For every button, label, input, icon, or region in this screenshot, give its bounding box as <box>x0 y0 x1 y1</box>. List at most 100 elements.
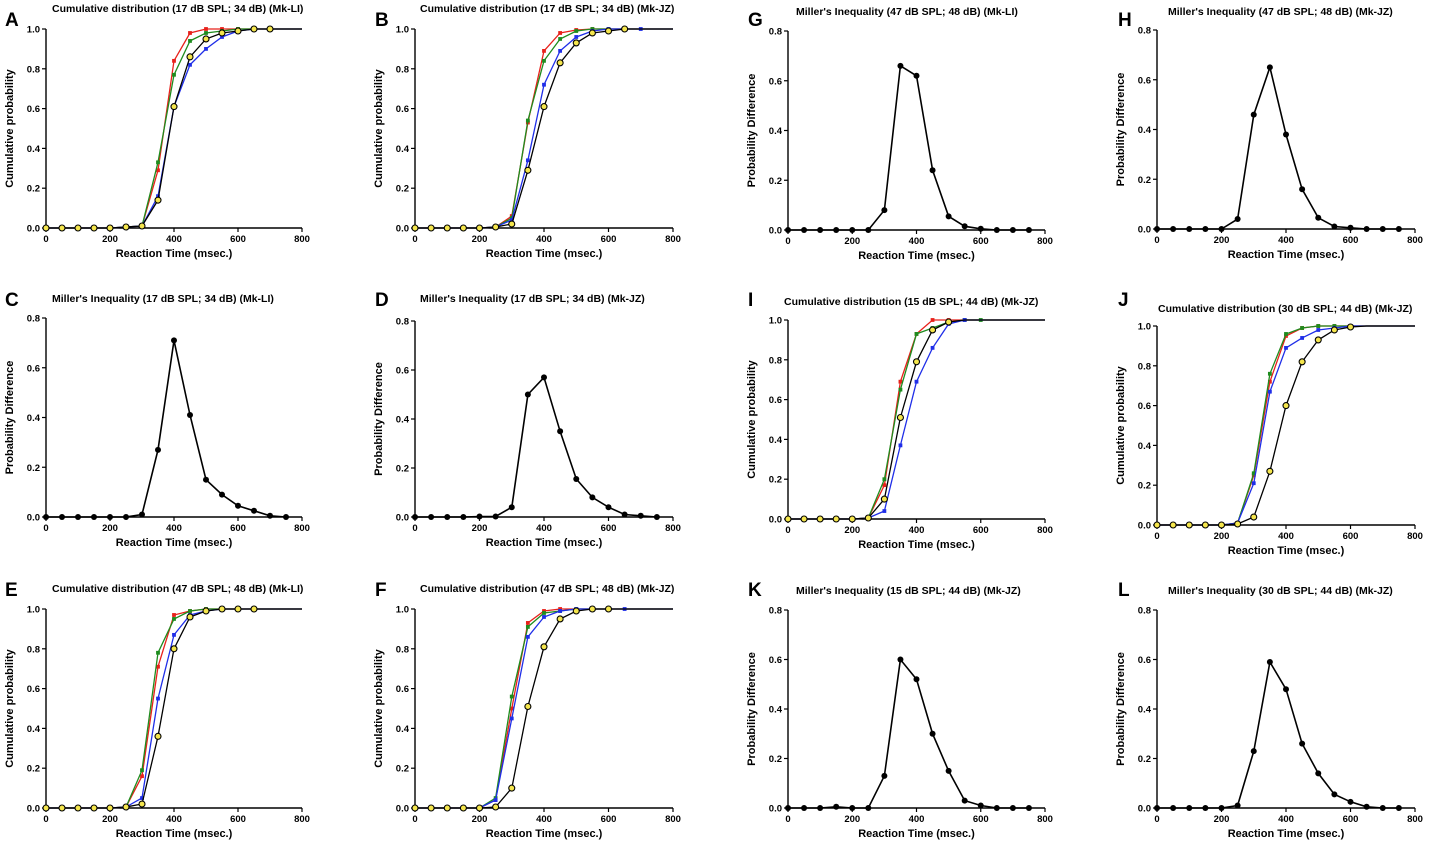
data-point-blue <box>574 35 579 39</box>
data-point-black <box>427 804 435 812</box>
data-point-green <box>558 37 563 41</box>
y-tick-label: 1.0 <box>769 316 782 327</box>
data-point-black <box>604 605 613 613</box>
y-tick-label: 0.4 <box>769 126 783 137</box>
series-line-black <box>46 28 302 229</box>
panel-letter: B <box>375 10 389 31</box>
data-point-black <box>1201 521 1209 529</box>
panel-letter: C <box>5 290 19 311</box>
y-tick-label: 0.0 <box>769 515 782 526</box>
y-tick-label: 0.2 <box>1138 754 1151 765</box>
x-tick-label: 800 <box>294 523 310 534</box>
x-tick-label: 400 <box>166 814 182 825</box>
data-point-black <box>1153 521 1161 529</box>
y-tick-label: 0.2 <box>27 764 40 775</box>
data-point-blue <box>542 82 546 87</box>
data-point-green <box>172 617 176 621</box>
x-tick-label: 600 <box>1343 814 1359 825</box>
series-line-difference <box>788 657 1029 809</box>
data-point-difference <box>929 730 936 737</box>
series-line-red <box>46 608 302 809</box>
data-point-difference <box>1299 186 1306 193</box>
data-point-difference <box>1025 227 1032 233</box>
data-point-blue <box>1284 345 1288 350</box>
y-tick-label: 0.2 <box>396 464 409 475</box>
data-point-difference <box>59 514 65 520</box>
series-line-green <box>415 608 673 809</box>
y-tick-label: 0.6 <box>396 366 409 377</box>
x-tick-label: 200 <box>472 234 488 245</box>
data-point-black <box>588 29 596 37</box>
data-point-red <box>1284 334 1288 338</box>
data-point-black <box>218 29 226 37</box>
data-point-difference <box>785 227 791 233</box>
series-line-black <box>46 608 302 809</box>
data-point-green <box>156 650 160 655</box>
x-axis-label: Reaction Time (msec.) <box>858 828 975 840</box>
data-point-black <box>1234 520 1242 528</box>
data-point-black <box>508 220 516 228</box>
y-tick-label: 0.8 <box>396 317 409 328</box>
x-axis-label: Reaction Time (msec.) <box>486 828 603 840</box>
data-point-blue <box>220 35 224 39</box>
panel-letter: J <box>1118 290 1129 311</box>
x-tick-label: 600 <box>973 236 989 247</box>
data-point-red <box>172 613 176 617</box>
data-point-red <box>156 664 160 669</box>
data-point-black <box>266 25 274 33</box>
x-tick-label: 600 <box>973 525 989 536</box>
series-line-red <box>46 28 302 229</box>
x-axis-label: Reaction Time (msec.) <box>1228 249 1345 261</box>
data-point-black <box>106 224 114 232</box>
panel-letter: I <box>748 290 753 311</box>
data-point-black <box>58 224 66 232</box>
data-point-difference <box>621 511 628 518</box>
data-point-black <box>138 222 146 230</box>
series-line-blue <box>415 608 673 809</box>
data-point-green <box>898 387 903 392</box>
data-point-difference <box>171 337 177 344</box>
x-tick-label: 400 <box>536 234 552 245</box>
data-point-red <box>220 27 224 31</box>
data-point-difference <box>1202 805 1209 811</box>
data-point-red <box>1267 379 1272 384</box>
data-point-black <box>784 515 792 523</box>
y-tick-label: 0.6 <box>27 363 40 374</box>
x-tick-label: 200 <box>1214 814 1230 825</box>
data-point-blue <box>1251 481 1256 486</box>
y-tick-label: 1.0 <box>27 605 40 616</box>
x-tick-label: 0 <box>785 236 790 247</box>
data-point-black <box>1346 323 1355 331</box>
x-tick-label: 400 <box>1278 531 1294 542</box>
series-line-difference <box>1157 64 1399 230</box>
data-point-difference <box>865 227 872 233</box>
data-point-blue <box>140 796 144 800</box>
data-point-black <box>154 732 162 740</box>
data-point-difference <box>1250 111 1257 118</box>
series-line-green <box>1157 325 1415 526</box>
data-point-blue <box>156 194 160 199</box>
data-point-difference <box>1363 803 1370 810</box>
y-tick-label: 0.8 <box>769 27 782 38</box>
data-point-black <box>1330 326 1338 334</box>
data-point-difference <box>897 656 904 663</box>
data-point-difference <box>589 494 596 501</box>
data-point-green <box>156 160 160 165</box>
data-point-black <box>122 223 130 231</box>
series-line-blue <box>46 608 302 809</box>
data-point-difference <box>235 502 241 509</box>
data-point-difference <box>43 514 49 520</box>
x-tick-label: 600 <box>230 234 246 245</box>
y-tick-label: 0.6 <box>769 395 782 406</box>
x-tick-label: 0 <box>1154 531 1159 542</box>
data-point-blue <box>930 345 935 350</box>
panel-j: J Cumulative distribution (30 dB SPL; 44 … <box>1115 290 1423 557</box>
x-tick-label: 800 <box>1037 236 1053 247</box>
chart-title: Cumulative distribution (47 dB SPL; 48 d… <box>420 583 674 595</box>
y-axis-label: Probability Difference <box>1115 73 1127 187</box>
data-point-black <box>896 413 904 422</box>
panel-a: A Cumulative distribution (17 dB SPL; 34 … <box>4 3 310 260</box>
data-point-difference <box>993 227 1000 233</box>
data-point-difference <box>865 805 872 811</box>
data-point-difference <box>977 225 984 232</box>
